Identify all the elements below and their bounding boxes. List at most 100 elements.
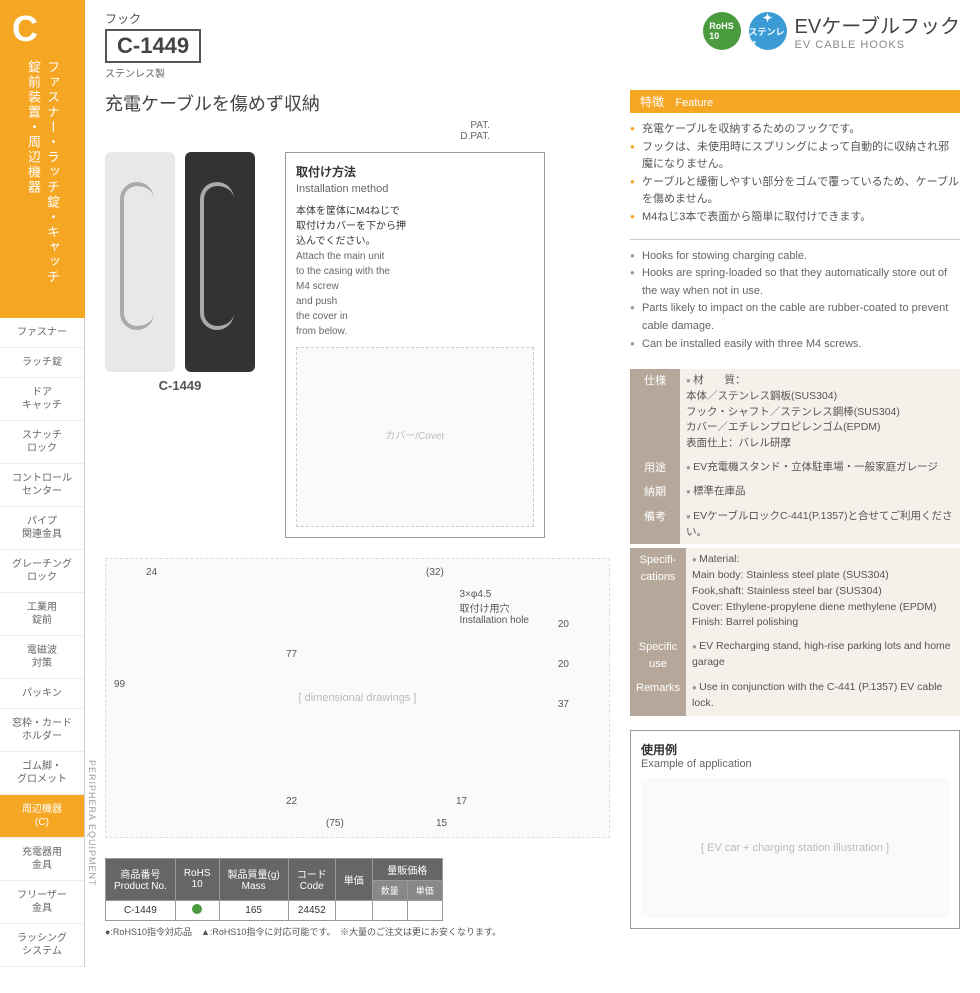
left-column: 充電ケーブルを傷めず収納 PAT. D.PAT. C-1449 取付け方法 In… bbox=[105, 90, 610, 938]
spec-content: EV Recharging stand, high-rise parking l… bbox=[686, 635, 960, 676]
vertical-label: PERIPHERA EQUIPMENT bbox=[87, 760, 97, 887]
install-text-jp: 本体を筐体にM4ねじで 取付けカバーを下から押 込んでください。 bbox=[296, 204, 534, 249]
nav-list: ファスナーラッチ錠ドア キャッチスナッチ ロックコントロール センターパイプ 関… bbox=[0, 318, 85, 967]
dim-75: (75) bbox=[326, 818, 344, 829]
nav-item[interactable]: 充電器用 金具 bbox=[0, 838, 84, 881]
feature-item: Hooks are spring-loaded so that they aut… bbox=[630, 265, 960, 300]
feature-item: Can be installed easily with three M4 sc… bbox=[630, 336, 960, 354]
dim-24: 24 bbox=[146, 567, 157, 578]
tagline: 充電ケーブルを傷めず収納 bbox=[105, 90, 610, 116]
price-table: 商品番号Product No. RoHS 10 製品質量(g)Mass コードC… bbox=[105, 858, 443, 921]
product-code-box: C-1449 bbox=[105, 29, 201, 63]
th-code-en: Code bbox=[300, 881, 324, 892]
th-productno-jp: 商品番号 bbox=[120, 870, 160, 881]
application-box: 使用例 Example of application [ EV car + ch… bbox=[630, 730, 960, 929]
product-photo-front bbox=[105, 152, 175, 372]
spec-label: Remarks bbox=[630, 676, 686, 716]
spec-label: 仕様 bbox=[630, 369, 680, 456]
cell-mass: 165 bbox=[219, 900, 288, 920]
cell-bulkunit bbox=[407, 900, 442, 920]
install-title-jp: 取付け方法 bbox=[296, 163, 534, 181]
install-box: 取付け方法 Installation method 本体を筐体にM4ねじで 取付… bbox=[285, 152, 545, 538]
nav-item[interactable]: パッキン bbox=[0, 679, 84, 709]
spec-content: EV充電機スタンド・立体駐車場・一般家庭ガレージ bbox=[680, 456, 960, 481]
th-code-jp: コード bbox=[297, 870, 327, 881]
nav-item[interactable]: 電磁波 対策 bbox=[0, 636, 84, 679]
spec-label: Specifi- cations bbox=[630, 548, 686, 635]
cell-productno: C-1449 bbox=[106, 900, 176, 920]
nav-item[interactable]: ゴム脚・ グロメット bbox=[0, 752, 84, 795]
feature-item: フックは、未使用時にスプリングによって自動的に収納され邪魔になりません。 bbox=[630, 139, 960, 174]
main-content: PERIPHERA EQUIPMENT フック C-1449 ステンレス製 Ro… bbox=[85, 0, 980, 967]
rohs-badge-icon: RoHS 10 bbox=[703, 12, 741, 50]
nav-item[interactable]: グレーチング ロック bbox=[0, 550, 84, 593]
app-title-en: Example of application bbox=[641, 758, 949, 770]
spec-content: Use in conjunction with the C-441 (P.135… bbox=[686, 676, 960, 716]
nav-item[interactable]: パイプ 関連金具 bbox=[0, 507, 84, 550]
th-unitprice: 単価 bbox=[335, 858, 372, 900]
spec-label: 納期 bbox=[630, 480, 680, 505]
nav-item[interactable]: ラッシング システム bbox=[0, 924, 84, 967]
left-header: フック C-1449 ステンレス製 bbox=[105, 10, 201, 80]
nav-item[interactable]: 窓枠・カード ホルダー bbox=[0, 709, 84, 752]
features-en-list: Hooks for stowing charging cable.Hooks a… bbox=[630, 239, 960, 362]
spec-content: EVケーブルロックC-441(P.1357)と合せてご利用ください。 bbox=[680, 505, 960, 545]
nav-item[interactable]: 周辺機器 (C) bbox=[0, 795, 84, 838]
stainless-badge-icon: ✦ ステンレス bbox=[749, 12, 787, 50]
nav-item[interactable]: スナッチ ロック bbox=[0, 421, 84, 464]
feature-item: M4ねじ3本で表面から簡単に取付けできます。 bbox=[630, 209, 960, 227]
dim-22: 22 bbox=[286, 796, 297, 807]
section-letter: C bbox=[4, 8, 81, 50]
nav-item[interactable]: ラッチ錠 bbox=[0, 348, 84, 378]
dim-20b: 20 bbox=[558, 659, 569, 670]
th-qty: 数量 bbox=[372, 880, 407, 900]
th-bulkprice: 量販価格 bbox=[372, 858, 442, 880]
sidebar: C ファスナー・ラッチ錠・キャッチ 錠前装置・周辺機器 ファスナーラッチ錠ドア … bbox=[0, 0, 85, 967]
spec-table-en: Specifi- cationsMaterial:Main body: Stai… bbox=[630, 548, 960, 715]
product-title-en: EV CABLE HOOKS bbox=[795, 39, 960, 51]
patent-label: PAT. D.PAT. bbox=[105, 120, 610, 142]
feature-item: Parts likely to impact on the cable are … bbox=[630, 300, 960, 335]
nav-item[interactable]: コントロール センター bbox=[0, 464, 84, 507]
dim-32: (32) bbox=[426, 567, 444, 578]
right-header: RoHS 10 ✦ ステンレス EVケーブルフック EV CABLE HOOKS bbox=[703, 10, 960, 51]
spec-content: 材 質：本体／ステンレス鋼板(SUS304)フック・シャフト／ステンレス鋼棒(S… bbox=[680, 369, 960, 456]
dim-99: 99 bbox=[114, 679, 125, 690]
th-productno-en: Product No. bbox=[114, 881, 167, 892]
table-row: C-1449 165 24452 bbox=[106, 900, 443, 920]
star-icon: ✦ bbox=[762, 11, 772, 25]
feature-header-jp: 特徴 bbox=[640, 95, 664, 109]
dim-15: 15 bbox=[436, 818, 447, 829]
cover-label-en: Cover bbox=[418, 429, 445, 444]
nav-item[interactable]: 工業用 錠前 bbox=[0, 593, 84, 636]
cell-code: 24452 bbox=[288, 900, 335, 920]
cell-qty bbox=[372, 900, 407, 920]
dimension-drawings: [ dimensional drawings ] 24 99 77 22 (75… bbox=[105, 558, 610, 838]
nav-item[interactable]: フリーザー 金具 bbox=[0, 881, 84, 924]
nav-item[interactable]: ファスナー bbox=[0, 318, 84, 348]
dim-37: 37 bbox=[558, 699, 569, 710]
spec-label: 備考 bbox=[630, 505, 680, 545]
right-column: 特徴 Feature 充電ケーブルを収納するためのフックです。フックは、未使用時… bbox=[630, 90, 960, 938]
category-label: フック bbox=[105, 10, 201, 27]
product-image-area: C-1449 取付け方法 Installation method 本体を筐体にM… bbox=[105, 152, 610, 538]
spec-label: Specific use bbox=[630, 635, 686, 676]
footnote: ●:RoHS10指令対応品 ▲:RoHS10指令に対応可能です。 ※大量のご注文… bbox=[105, 925, 610, 938]
product-photo-back bbox=[185, 152, 255, 372]
dim-holes: 3×φ4.5 取付け用穴 Installation hole bbox=[460, 589, 530, 626]
feature-header: 特徴 Feature bbox=[630, 90, 960, 113]
feature-item: 充電ケーブルを収納するためのフックです。 bbox=[630, 121, 960, 139]
feature-item: Hooks for stowing charging cable. bbox=[630, 248, 960, 266]
feature-header-en: Feature bbox=[675, 97, 713, 109]
th-bulkunit: 単価 bbox=[407, 880, 442, 900]
cover-label-jp: カバー bbox=[385, 429, 415, 444]
feature-item: ケーブルと緩衝しやすい部分をゴムで覆っているため、ケーブルを傷めません。 bbox=[630, 174, 960, 209]
spec-content: 標準在庫品 bbox=[680, 480, 960, 505]
nav-item[interactable]: ドア キャッチ bbox=[0, 378, 84, 421]
car-diagram: [ EV car + charging station illustration… bbox=[641, 778, 949, 918]
app-title-jp: 使用例 bbox=[641, 741, 949, 758]
dim-20a: 20 bbox=[558, 619, 569, 630]
install-title-en: Installation method bbox=[296, 181, 534, 198]
product-code-caption: C-1449 bbox=[105, 378, 255, 393]
features-jp-list: 充電ケーブルを収納するためのフックです。フックは、未使用時にスプリングによって自… bbox=[630, 113, 960, 235]
